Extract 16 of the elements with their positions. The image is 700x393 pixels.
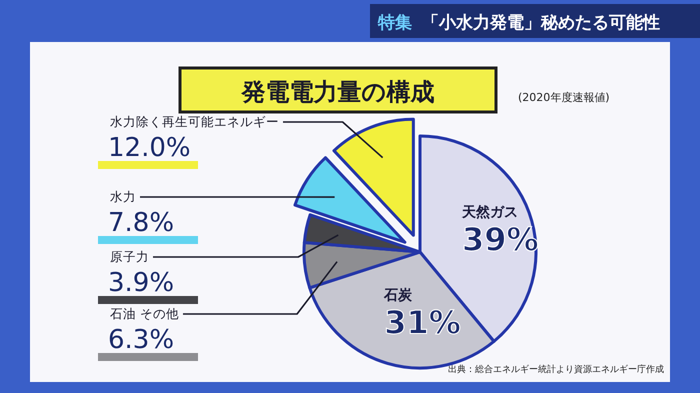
- data-label: 7.8%: [108, 208, 174, 238]
- slice-label: 石炭: [383, 287, 414, 304]
- slice-label: 天然ガス: [461, 204, 518, 220]
- slice-label: 原子力: [110, 249, 149, 264]
- data-label: 12.0%: [108, 133, 191, 163]
- data-label: 3.9%: [108, 268, 174, 298]
- slice-label: 水力: [110, 189, 136, 204]
- text: 特集: [377, 13, 412, 33]
- data-label: 31%: [384, 303, 461, 342]
- text: 「小水力発電」秘めたる可能性: [422, 13, 660, 33]
- chart-title: 発電電力量の構成: [240, 78, 434, 106]
- source-note: 出典：総合エネルギー統計より資源エネルギー庁作成: [448, 364, 664, 375]
- slice-label: 水力除く再生可能エネルギー: [110, 114, 279, 129]
- data-label: 6.3%: [108, 325, 174, 355]
- text: (2020年度速報値): [518, 91, 610, 104]
- slice-label: 石油 その他: [110, 306, 179, 321]
